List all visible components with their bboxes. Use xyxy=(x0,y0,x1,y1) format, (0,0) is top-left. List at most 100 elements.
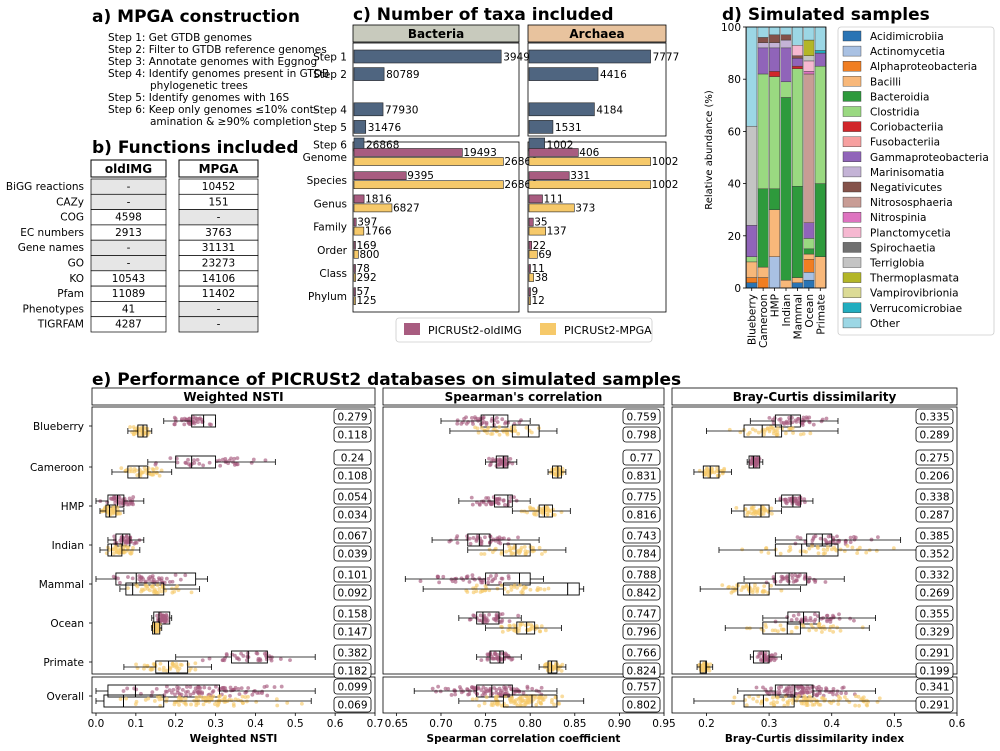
stacked-segment xyxy=(803,272,815,281)
e-point xyxy=(729,590,734,595)
step-tick-label: Step 1 xyxy=(313,52,347,64)
legend-label: Nitrospinia xyxy=(870,212,926,224)
e-point xyxy=(791,687,796,692)
stacked-segment xyxy=(780,279,792,289)
legend-label: Bacteroidia xyxy=(870,91,929,103)
e-value-box xyxy=(622,662,661,679)
e-point xyxy=(860,625,865,630)
stacked-segment xyxy=(780,39,792,49)
legend-label: Nitrososphaeria xyxy=(870,197,953,209)
e-point xyxy=(474,696,479,701)
e-point xyxy=(475,535,480,540)
e-point xyxy=(838,628,843,633)
e-point xyxy=(521,690,526,695)
e-point xyxy=(495,420,500,424)
e-point xyxy=(192,689,197,694)
step-line: Step 5: Identify genomes with 16S xyxy=(108,92,289,104)
legend-swatch xyxy=(842,317,862,329)
legend-label: Terriglobia xyxy=(869,258,924,270)
e-point xyxy=(241,654,246,658)
e-point xyxy=(812,702,817,707)
e-point xyxy=(158,661,163,666)
d-xtick-label: Ocean xyxy=(804,294,816,328)
e-point xyxy=(799,617,804,622)
e-value-box xyxy=(915,644,954,661)
rank-tick-label: Genome xyxy=(303,152,347,164)
e-xtick-label: 0.5 xyxy=(886,718,903,730)
e-value-box xyxy=(333,678,372,695)
e-point xyxy=(164,689,169,694)
stacked-segment xyxy=(792,282,803,289)
e-point xyxy=(785,578,790,583)
e-point xyxy=(197,461,202,466)
e-point xyxy=(128,539,133,544)
e-point xyxy=(813,617,818,622)
e-point xyxy=(772,703,777,708)
e-point xyxy=(251,457,256,462)
e-point xyxy=(712,470,717,475)
e-point xyxy=(246,694,250,699)
e-point xyxy=(499,583,504,588)
e-value-box xyxy=(915,467,954,484)
e-value-box xyxy=(333,644,372,661)
d-xtick-label: Primate xyxy=(815,294,827,335)
e-value-box xyxy=(622,623,661,640)
e-point xyxy=(506,590,510,594)
e-point xyxy=(810,544,814,549)
e-point xyxy=(475,416,480,421)
e-point xyxy=(782,576,787,581)
e-point xyxy=(178,577,183,582)
e-point xyxy=(224,653,229,658)
e-box xyxy=(516,621,536,635)
e-point xyxy=(142,587,147,592)
e-point xyxy=(134,662,138,667)
e-point xyxy=(864,550,869,555)
stacked-segment xyxy=(780,97,792,281)
e-box xyxy=(502,582,580,596)
e-point xyxy=(483,689,488,694)
stacked-segment xyxy=(780,26,792,36)
e-xtick-label: 0.85 xyxy=(563,718,586,730)
mpga-value: - xyxy=(217,319,221,331)
bacteria-steps-frame xyxy=(352,42,520,137)
stacked-segment xyxy=(792,55,803,59)
e-point xyxy=(877,696,882,701)
e-point xyxy=(793,541,798,546)
oldimg-value: - xyxy=(127,242,131,254)
e-point xyxy=(126,575,130,579)
e-point xyxy=(488,501,493,505)
e-point xyxy=(806,579,811,584)
e-point xyxy=(716,469,721,474)
e-point xyxy=(840,686,845,690)
e-point xyxy=(795,574,800,579)
e-point xyxy=(200,658,205,663)
e-point xyxy=(471,536,476,540)
e-point xyxy=(471,590,476,595)
functions-rows: BiGG reactions - 10452 CAZy - 151 COG 4598 - EC n… xyxy=(6,178,259,333)
e-point xyxy=(500,618,505,623)
e-point xyxy=(853,535,858,540)
rank-bar-label: 35 xyxy=(534,217,547,229)
e-point xyxy=(150,690,155,694)
e-point xyxy=(823,551,827,555)
stacked-segment xyxy=(792,186,803,278)
stacked-segment xyxy=(769,71,780,77)
e-point xyxy=(838,547,843,552)
legend-swatch xyxy=(842,136,862,147)
function-row-label: Phenotypes xyxy=(23,303,84,315)
function-row-label: EC numbers xyxy=(20,227,84,239)
e-point xyxy=(479,426,484,430)
stacked-segment xyxy=(792,277,803,283)
e-point xyxy=(795,696,800,701)
e-point xyxy=(249,460,254,465)
rank-tick-label: Order xyxy=(317,245,348,257)
function-row-label: KO xyxy=(69,273,84,285)
e-point xyxy=(257,690,262,695)
rank-bar xyxy=(353,241,356,250)
e-box xyxy=(115,572,197,586)
e-value-box xyxy=(915,678,954,695)
e-point xyxy=(534,512,539,517)
e-point xyxy=(507,623,512,628)
e-point xyxy=(504,690,509,695)
legend-swatch xyxy=(842,45,862,57)
